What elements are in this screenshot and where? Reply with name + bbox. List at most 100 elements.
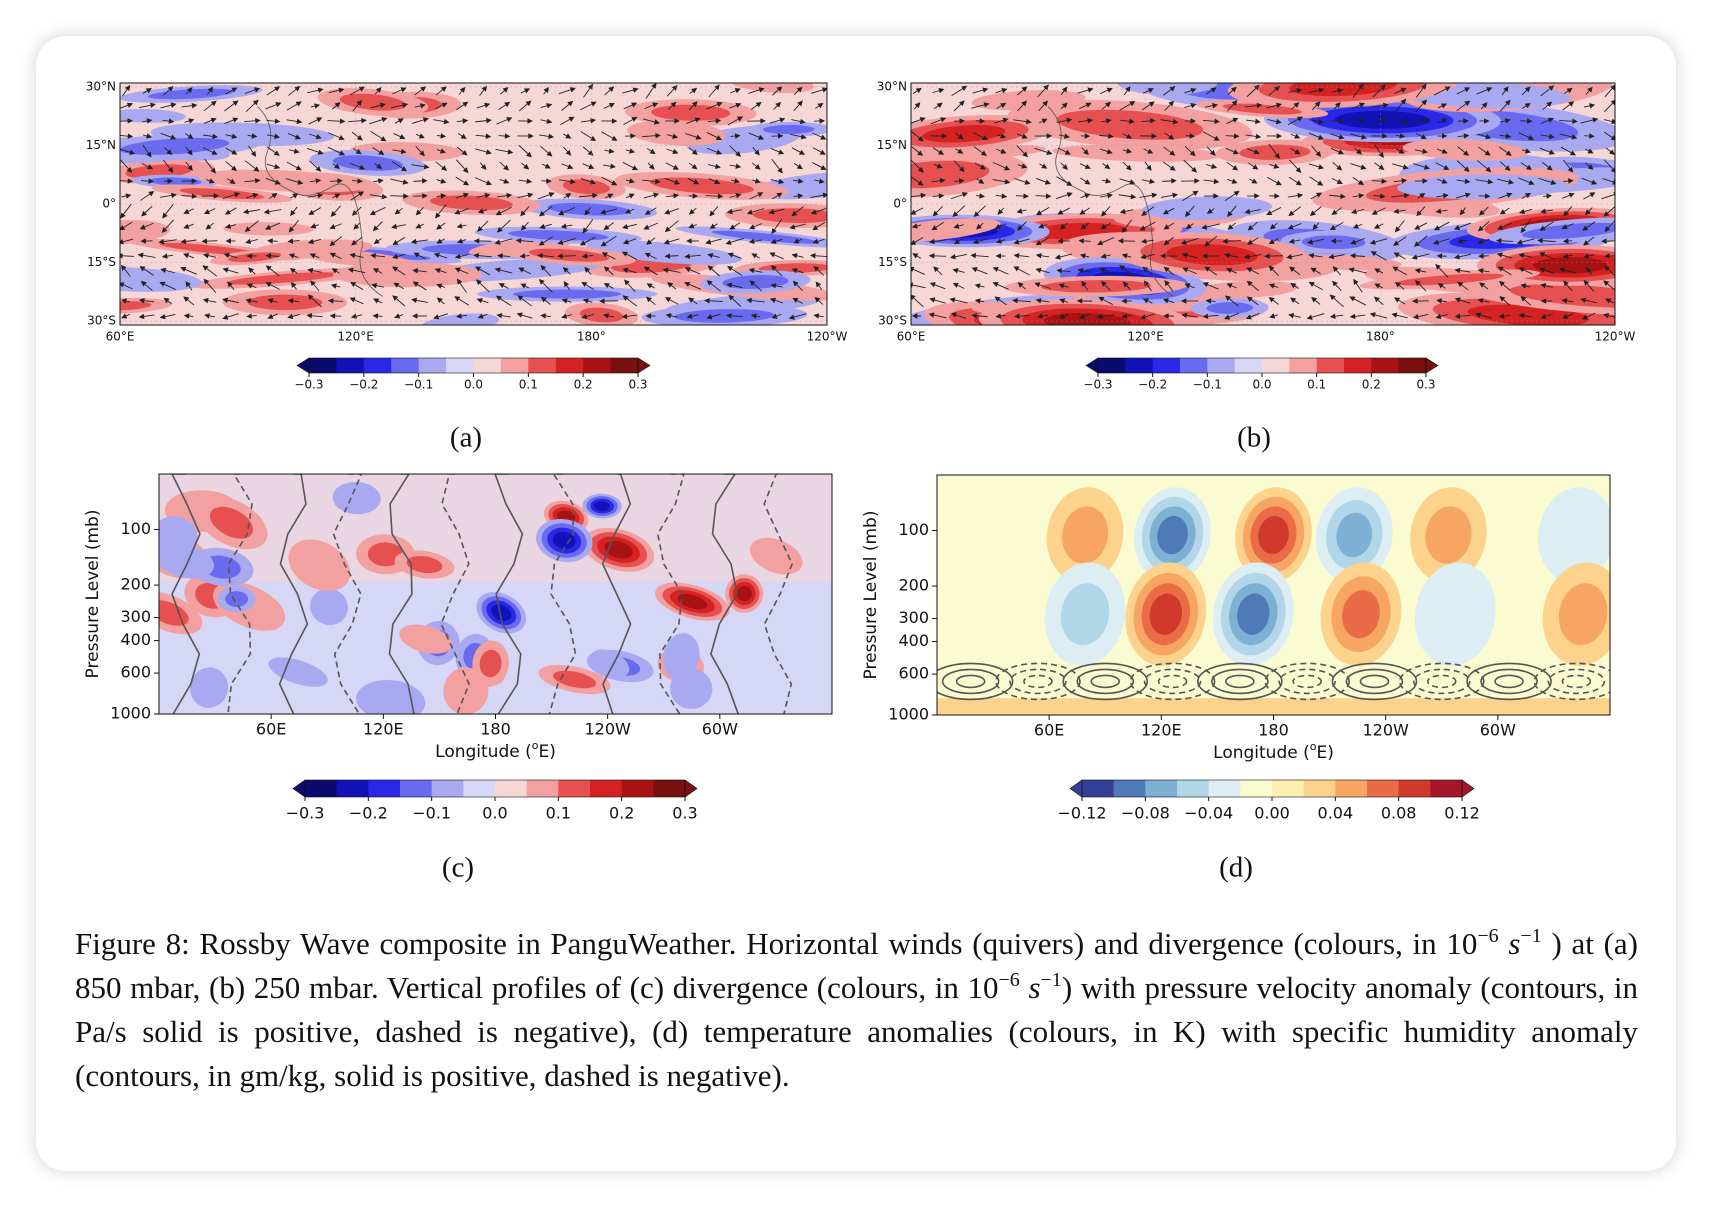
quiver-head (1129, 118, 1135, 125)
quiver-head (1276, 133, 1283, 139)
field-contour (159, 516, 198, 553)
contour (1466, 662, 1552, 701)
quiver-head (972, 238, 979, 245)
quiver-head (1592, 117, 1599, 123)
quiver-head (485, 149, 492, 155)
quiver-head (146, 164, 154, 170)
quiver-head (917, 180, 924, 186)
quiver-head (393, 282, 400, 288)
quiver-head (392, 253, 399, 260)
x-tick-label: 60E (256, 720, 286, 739)
y-tick-label: 300 (898, 608, 929, 627)
quiver-head (127, 118, 134, 124)
quiver-head (754, 149, 760, 156)
quiver-head (1504, 118, 1511, 124)
quiver-head (1498, 280, 1505, 287)
quiver-head (932, 210, 939, 217)
quiver-head (688, 297, 695, 303)
quiver-head (611, 180, 618, 186)
quiver-head (423, 163, 430, 170)
quiver-head (538, 210, 545, 217)
quiver-head (1022, 151, 1028, 158)
quiver-head (1505, 150, 1512, 156)
quiver-head (1038, 223, 1045, 229)
field-contour (1043, 312, 1132, 325)
quiver-head (121, 298, 127, 304)
quiver-head (1066, 180, 1073, 186)
quiver-head (1041, 118, 1048, 124)
quiver-head (248, 267, 254, 274)
quiver-head (563, 281, 569, 288)
quiver-head (1087, 87, 1094, 93)
quiver-head (1024, 179, 1031, 185)
colorbar-swatch (1234, 358, 1263, 373)
quiver-head (789, 224, 796, 230)
quiver-head (735, 151, 742, 157)
contour (440, 474, 470, 714)
quiver-head (148, 178, 154, 184)
field-contour (736, 585, 752, 602)
field-contour (591, 649, 630, 677)
quiver-head (1140, 238, 1147, 244)
quiver-head (504, 101, 511, 108)
quiver-head (792, 298, 799, 304)
colorbar-extend (1425, 357, 1439, 374)
quiver-head (1230, 86, 1237, 93)
x-axis-label: Longitude (oE) (1213, 740, 1334, 764)
field-contour (491, 604, 512, 622)
quiver-head (1459, 209, 1466, 216)
quiver-head (246, 283, 253, 289)
quiver-head (1160, 253, 1166, 259)
quiver-head (1477, 268, 1484, 274)
quiver-head (191, 193, 198, 199)
colorbar: −0.3 −0.2 −0.1 0.0 0.1 0.2 0.3 (286, 779, 698, 823)
quiver-head (126, 102, 134, 108)
colorbar-tick-label: −0.2 (349, 378, 378, 392)
quiver-head (940, 117, 947, 123)
contour (1480, 668, 1538, 695)
quiver-head (1119, 265, 1126, 271)
quiver-head (289, 267, 296, 274)
quiver-head (653, 119, 660, 125)
quiver-head (127, 133, 134, 139)
colorbar-swatch (1371, 358, 1400, 373)
quiver-head (569, 87, 576, 93)
quiver-head (1100, 253, 1107, 259)
quiver-head (1422, 178, 1429, 184)
quiver-head (163, 297, 170, 304)
quiver-head (1569, 150, 1577, 156)
quiver-head (1211, 163, 1218, 169)
quiver-head (979, 193, 986, 199)
quiver-head (771, 313, 778, 319)
quiver-head (917, 135, 924, 142)
contour (1157, 674, 1188, 689)
quiver-head (961, 192, 968, 198)
quiver-head (267, 298, 274, 304)
colorbar-extend (684, 779, 698, 798)
colorbar-swatch (336, 780, 369, 797)
colorbar-tick-label: −0.3 (294, 378, 323, 392)
quiver-head (936, 163, 943, 169)
quiver-head (1331, 209, 1338, 216)
quiver-head (167, 178, 174, 184)
field-contour (552, 531, 576, 550)
quiver-head (436, 224, 443, 230)
quiver-head (180, 238, 187, 245)
quiver-head (494, 239, 501, 245)
quiver-head (1546, 165, 1553, 171)
quiver-head (1524, 86, 1531, 93)
quiver-head (706, 314, 713, 320)
y-axis-label: Pressure Level (mb) (83, 510, 103, 679)
quiver-head (1266, 210, 1273, 216)
quiver-head (1310, 267, 1317, 273)
quiver-head (141, 210, 147, 217)
quiver-head (1351, 208, 1358, 215)
quiver-head (1037, 313, 1043, 319)
quiver-head (331, 268, 338, 274)
quiver-head (1318, 118, 1324, 125)
quiver-head (623, 239, 630, 245)
colorbar-swatch (1335, 780, 1368, 797)
quiver-head (769, 297, 777, 303)
quiver-head (994, 224, 1001, 230)
